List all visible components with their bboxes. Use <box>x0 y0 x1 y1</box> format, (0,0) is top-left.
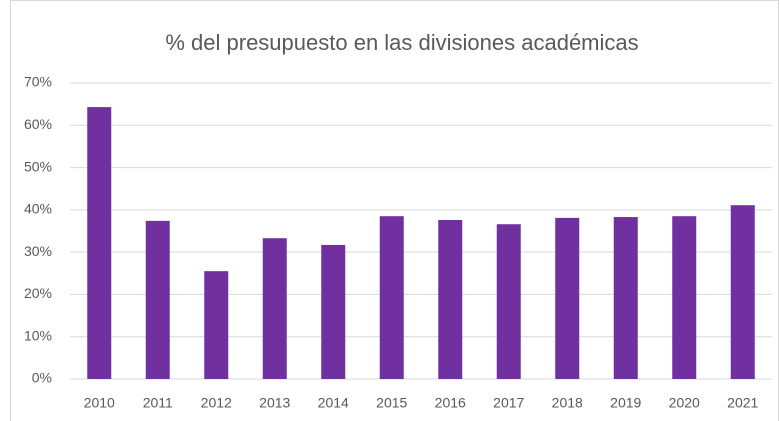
bar <box>321 244 346 379</box>
bar <box>672 216 697 379</box>
y-tick-label: 40% <box>24 201 52 217</box>
x-tick-label: 2011 <box>143 395 173 411</box>
x-tick-label: 2014 <box>318 395 349 411</box>
bar <box>730 205 755 379</box>
bar <box>555 217 580 379</box>
bar <box>204 271 229 379</box>
bar <box>438 220 463 379</box>
y-tick-label: 50% <box>24 158 52 174</box>
bar <box>145 220 170 379</box>
x-tick-label: 2017 <box>493 395 524 411</box>
x-tick-label: 2016 <box>435 395 466 411</box>
x-tick-label: 2012 <box>201 395 232 411</box>
y-tick-label: 70% <box>24 74 52 90</box>
x-tick-label: 2020 <box>669 395 700 411</box>
x-tick-label: 2021 <box>727 395 758 411</box>
y-tick-label: 30% <box>24 243 52 259</box>
bar <box>613 217 638 379</box>
bar <box>379 216 404 379</box>
x-tick-label: 2015 <box>376 395 407 411</box>
x-tick-label: 2010 <box>84 395 115 411</box>
x-tick-label: 2018 <box>552 395 583 411</box>
x-tick-label: 2019 <box>610 395 641 411</box>
bar <box>87 107 112 380</box>
y-tick-label: 60% <box>24 116 52 132</box>
y-tick-label: 10% <box>24 327 52 343</box>
chart-title: % del presupuesto en las divisiones acad… <box>165 30 638 55</box>
x-tick-label: 2013 <box>259 395 290 411</box>
bar <box>262 238 287 379</box>
y-tick-label: 20% <box>24 285 52 301</box>
bar <box>496 224 521 379</box>
y-tick-label: 0% <box>32 370 52 386</box>
